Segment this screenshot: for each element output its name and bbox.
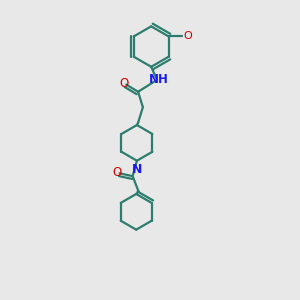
Text: O: O	[183, 31, 192, 41]
Text: O: O	[119, 77, 128, 90]
Text: N: N	[132, 163, 142, 176]
Text: NH: NH	[148, 74, 168, 86]
Text: O: O	[112, 166, 122, 179]
